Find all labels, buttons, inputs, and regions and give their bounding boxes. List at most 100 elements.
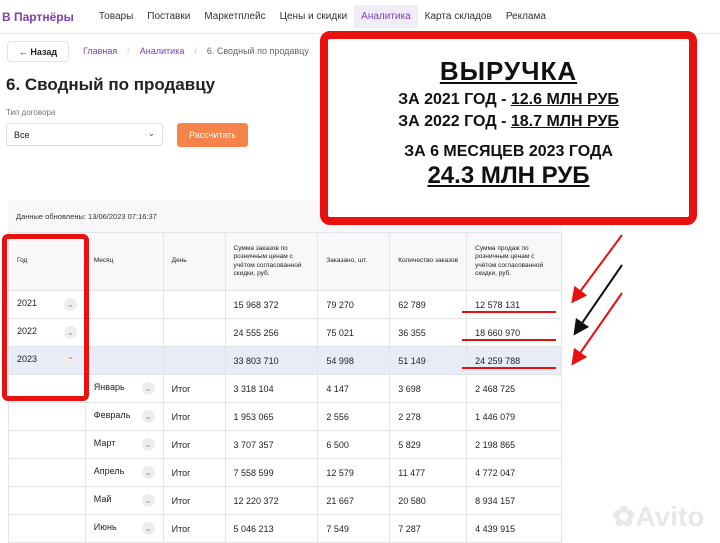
table-row: 2022 ⌄ 24 555 256 75 021 36 355 18 660 970 xyxy=(8,318,562,347)
table-cell: Апрель ⌄ xyxy=(84,458,164,487)
cell-value: Итог xyxy=(171,383,191,394)
cell-value: 7 287 xyxy=(398,523,421,534)
nav-goods[interactable]: Товары xyxy=(98,11,134,22)
chevron-down-icon[interactable]: ⌄ xyxy=(141,494,155,507)
column-header: Количество заказов xyxy=(389,232,468,291)
chevron-down-icon[interactable]: ⌄ xyxy=(141,466,155,479)
cell-value: 36 355 xyxy=(398,327,426,338)
nav-warehouses[interactable]: Карта складов xyxy=(424,11,492,22)
cell-value: 5 046 213 xyxy=(233,523,274,534)
cell-value: 3 698 xyxy=(398,383,421,394)
cell-value: 54 998 xyxy=(326,355,354,366)
table-row: Февраль ⌄ Итог 1 953 065 2 556 2 278 1 446 079 xyxy=(8,402,562,431)
chevron-down-icon[interactable]: ⌄ xyxy=(63,326,77,339)
arrow-2022 xyxy=(573,264,623,336)
table-cell: Итог xyxy=(162,458,226,487)
cell-value: 6 500 xyxy=(326,439,349,450)
breadcrumb-analytics[interactable]: Аналитика xyxy=(139,46,185,56)
nav-ads[interactable]: Реклама xyxy=(505,11,546,22)
cell-value: 2022 xyxy=(17,326,38,336)
value-2022: 18.7 МЛН РУБ xyxy=(510,113,619,130)
table-cell: 21 667 xyxy=(317,486,391,515)
back-button[interactable]: ← Назад xyxy=(7,41,69,62)
table-cell: 8 934 157 xyxy=(466,486,562,515)
table-cell: 3 318 104 xyxy=(224,374,319,403)
table-cell: Май ⌄ xyxy=(84,486,164,515)
arrows xyxy=(571,234,623,366)
table-cell xyxy=(8,430,86,459)
cell-value: 4 147 xyxy=(326,383,349,394)
table-cell xyxy=(162,290,226,319)
chevron-down-icon[interactable]: ⌄ xyxy=(141,382,155,395)
chevron-down-icon[interactable]: ⌄ xyxy=(63,298,77,311)
table-cell: Итог xyxy=(162,486,226,515)
table-cell: 4 147 xyxy=(317,374,391,403)
table-row: Июнь ⌄ Итог 5 046 213 7 549 7 287 4 439 915 xyxy=(8,514,562,543)
cell-value: Апрель xyxy=(93,466,125,476)
contract-type-label: Тип договора xyxy=(6,108,56,117)
cell-value: 7 549 xyxy=(326,523,349,534)
table-cell: 51 149 xyxy=(389,346,468,375)
table-cell: 18 660 970 xyxy=(466,318,562,347)
table-cell: 2022 ⌄ xyxy=(8,318,86,347)
breadcrumb-home[interactable]: Главная xyxy=(83,46,118,56)
table-cell xyxy=(84,318,164,347)
label-2022: ЗА 2022 ГОД - xyxy=(398,113,511,130)
nav-analytics[interactable]: Аналитика xyxy=(354,5,418,28)
table-cell: 12 579 xyxy=(317,458,391,487)
cell-value: 8 934 157 xyxy=(475,495,516,506)
cell-value: 2023 xyxy=(17,354,38,364)
table-row: Май ⌄ Итог 12 220 372 21 667 20 580 8 934 157 xyxy=(8,486,562,515)
nav-prices[interactable]: Цены и скидки xyxy=(279,11,348,22)
value-2021: 12.6 МЛН РУБ xyxy=(510,91,619,108)
table-row: 2023 ⌃ 33 803 710 54 998 51 149 24 259 788 xyxy=(8,346,562,375)
calculate-button[interactable]: Рассчитать xyxy=(177,123,248,147)
column-header: Месяц xyxy=(84,232,164,291)
table-cell: 33 803 710 xyxy=(224,346,319,375)
column-header: Заказано, шт. xyxy=(317,232,391,291)
cell-value: 20 580 xyxy=(398,495,426,506)
cell-value: Январь xyxy=(93,382,125,392)
table-cell: Февраль ⌄ xyxy=(84,402,164,431)
table-row: Март ⌄ Итог 3 707 357 6 500 5 829 2 198 865 xyxy=(8,430,562,459)
cell-value: 2 556 xyxy=(326,411,349,422)
annotation-2023-value: 24.3 МЛН РУБ xyxy=(427,162,590,189)
annotation-2021: ЗА 2021 ГОД - 12.6 МЛН РУБ xyxy=(328,91,689,109)
table-cell: 24 259 788 xyxy=(466,346,562,375)
cell-value: 2 198 865 xyxy=(475,439,516,450)
table-cell xyxy=(162,318,226,347)
cell-value: Итог xyxy=(171,495,191,506)
column-header: День xyxy=(162,232,226,291)
table-cell: 5 829 xyxy=(389,430,468,459)
cell-value: 79 270 xyxy=(326,299,354,310)
cell-value: 18 660 970 xyxy=(475,327,521,338)
chevron-down-icon[interactable]: ⌄ xyxy=(141,410,155,423)
chevron-down-icon[interactable]: ⌄ xyxy=(141,522,155,535)
table-row: 2021 ⌄ 15 968 372 79 270 62 789 12 578 131 xyxy=(8,290,562,319)
cell-value: 2 468 725 xyxy=(475,383,516,394)
cell-value: 21 667 xyxy=(326,495,354,506)
underline-2022 xyxy=(462,339,556,341)
select-value: Все xyxy=(14,130,30,140)
table-cell: 12 220 372 xyxy=(224,486,319,515)
column-header: Сумма заказов по розничным ценам с учёто… xyxy=(224,232,319,291)
contract-type-select[interactable]: Все ⌄ xyxy=(6,123,163,146)
chevron-down-icon: ⌄ xyxy=(147,128,155,138)
cell-value: 2 278 xyxy=(398,411,421,422)
nav-supplies[interactable]: Поставки xyxy=(147,11,191,22)
cell-value: 62 789 xyxy=(398,299,426,310)
logo[interactable]: В Партнёры xyxy=(2,9,74,24)
cell-value: 24 259 788 xyxy=(475,355,521,366)
cell-value: 12 578 131 xyxy=(475,299,521,310)
table-cell xyxy=(8,514,86,543)
arrow-2021 xyxy=(571,234,623,304)
table-cell: 7 558 599 xyxy=(224,458,319,487)
annotation-title: ВЫРУЧКА xyxy=(439,56,578,86)
nav-marketplace[interactable]: Маркетплейс xyxy=(204,11,266,22)
cell-value: 12 220 372 xyxy=(233,495,279,506)
page-title: 6. Сводный по продавцу xyxy=(6,75,216,94)
revenue-annotation: ВЫРУЧКА ЗА 2021 ГОД - 12.6 МЛН РУБ ЗА 20… xyxy=(320,31,697,225)
cell-value: 15 968 372 xyxy=(233,299,279,310)
chevron-down-icon[interactable]: ⌄ xyxy=(141,438,155,451)
chevron-up-icon[interactable]: ⌃ xyxy=(63,354,77,367)
